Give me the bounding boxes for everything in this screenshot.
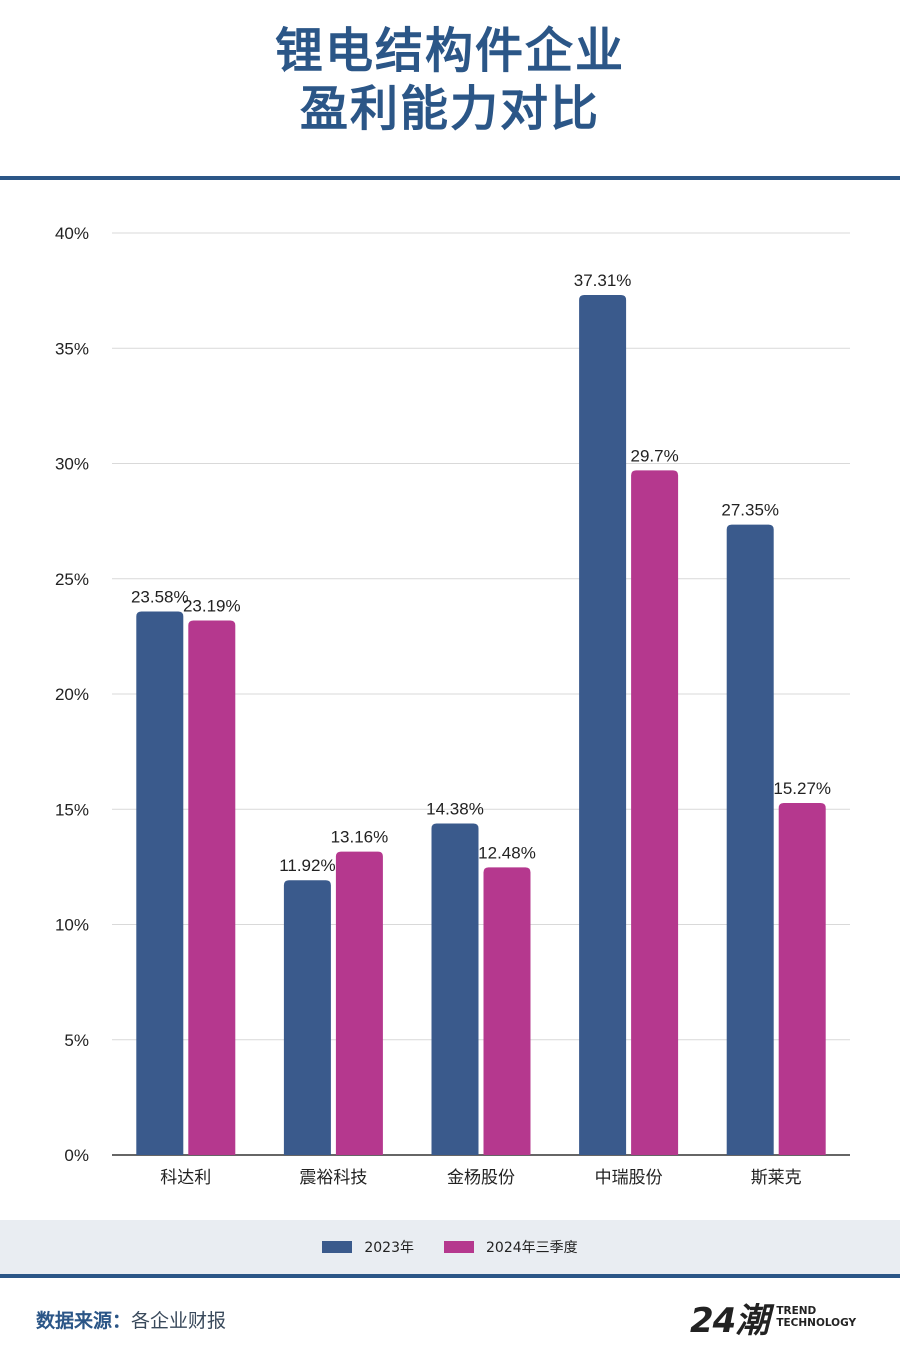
y-tick-label: 15% (55, 800, 89, 819)
data-label: 11.92% (279, 856, 335, 875)
logo-mark: 24潮 (690, 1300, 769, 1341)
legend-item-2024q3: 2024年三季度 (444, 1237, 578, 1257)
footer: 数据来源：各企业财报 24潮 TREND TECHNOLOGY (0, 1290, 900, 1350)
data-label: 23.19% (183, 596, 241, 615)
bar-2023 (726, 524, 774, 1155)
logo-text-line2: TECHNOLOGY (776, 1317, 857, 1329)
data-label: 29.7% (630, 446, 678, 465)
x-tick-label: 科达利 (160, 1168, 211, 1188)
bottom-divider (0, 1274, 900, 1278)
data-label: 37.31% (574, 271, 632, 290)
y-tick-label: 10% (55, 916, 89, 935)
legend: 2023年 2024年三季度 (0, 1220, 900, 1274)
y-tick-label: 5% (64, 1031, 89, 1050)
y-tick-label: 35% (55, 339, 89, 358)
bar-2024q3 (483, 867, 531, 1155)
x-tick-label: 震裕科技 (299, 1168, 367, 1188)
y-tick-label: 30% (55, 455, 89, 474)
bar-chart: 0% 5% 10% 15% 20% 25% 30% 35% 40% 23.58%23.19% 科达利… (55, 224, 850, 1188)
title-line-1: 锂电结构件企业 (274, 23, 625, 79)
title-line-2: 盈利能力对比 (299, 81, 600, 137)
logo-text-line1: TREND (776, 1305, 817, 1317)
legend-swatch-2024q3 (444, 1241, 474, 1253)
y-tick-label: 40% (55, 224, 89, 243)
x-tick-label: 斯莱克 (751, 1168, 802, 1188)
x-tick-label: 中瑞股份 (595, 1168, 663, 1188)
bar-2024q3 (778, 803, 826, 1155)
data-label: 14.38% (426, 800, 484, 819)
data-source: 数据来源：各企业财报 (36, 1306, 226, 1333)
bar-2023 (431, 823, 479, 1155)
data-label: 27.35% (721, 501, 779, 520)
bar-2023 (579, 295, 627, 1155)
bar-2024q3 (188, 620, 236, 1155)
bar-2023 (136, 611, 184, 1155)
data-label: 13.16% (331, 828, 389, 847)
brand-logo: 24潮 TREND TECHNOLOGY (690, 1294, 856, 1341)
bar-2023 (283, 880, 331, 1155)
legend-swatch-2023 (322, 1241, 353, 1253)
data-label: 23.58% (131, 587, 189, 606)
legend-label-2024q3: 2024年三季度 (486, 1240, 578, 1256)
x-tick-label: 金杨股份 (447, 1168, 515, 1188)
y-tick-label: 20% (55, 685, 89, 704)
bar-2024q3 (631, 470, 679, 1155)
data-label: 15.27% (773, 779, 831, 798)
y-tick-label: 0% (64, 1146, 89, 1165)
source-text: 各企业财报 (131, 1310, 227, 1332)
y-tick-label: 25% (55, 570, 89, 589)
source-label: 数据来源： (36, 1310, 132, 1332)
legend-label-2023: 2023年 (364, 1240, 414, 1256)
top-divider (0, 176, 900, 180)
data-label: 12.48% (478, 843, 536, 862)
legend-band: 2023年 2024年三季度 (0, 1220, 900, 1274)
logo-text: TREND TECHNOLOGY (776, 1305, 856, 1329)
chart-title: 锂电结构件企业 盈利能力对比 (0, 22, 900, 138)
legend-item-2023: 2023年 (322, 1237, 414, 1257)
bar-2024q3 (335, 851, 383, 1155)
